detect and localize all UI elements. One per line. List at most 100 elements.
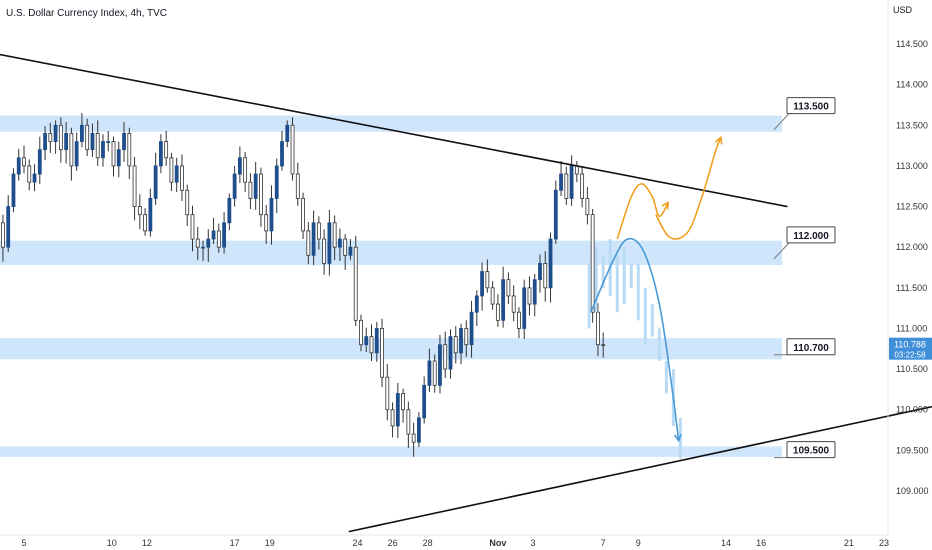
candle <box>137 194 142 230</box>
candle <box>322 229 327 275</box>
candle-body <box>543 263 548 289</box>
x-tick-label: Nov <box>489 538 506 548</box>
candle <box>74 132 79 171</box>
candle <box>253 161 258 210</box>
candle-body <box>522 287 527 329</box>
candle-body <box>43 132 47 151</box>
candle <box>101 134 105 167</box>
callout-box <box>786 441 836 459</box>
candle-body <box>158 141 163 167</box>
candle <box>601 332 606 358</box>
x-tick-label: 10 <box>107 538 117 548</box>
candle-body <box>64 132 69 151</box>
candle <box>453 326 458 364</box>
zone-callout-113.500: 113.500 <box>773 97 836 130</box>
candle <box>132 156 137 221</box>
callout-label: 109.500 <box>793 446 830 457</box>
candle-body <box>495 303 500 321</box>
candle-body <box>506 279 511 297</box>
candle <box>122 122 126 162</box>
candle-body <box>385 376 390 411</box>
candle-body <box>374 328 379 354</box>
projection-bar <box>636 263 640 321</box>
candle-body <box>343 238 348 256</box>
candles-layer <box>1 113 606 457</box>
candle <box>148 188 153 237</box>
candle-body <box>453 336 458 354</box>
candle <box>485 259 490 293</box>
chart-title: U.S. Dollar Currency Index, 4h, TVC <box>6 8 167 19</box>
callout-pointer <box>773 113 790 130</box>
candle <box>532 274 537 317</box>
x-tick-label: 12 <box>142 538 152 548</box>
candle <box>16 148 21 181</box>
candle <box>158 134 163 174</box>
candle-body <box>237 157 242 175</box>
candle <box>374 321 379 362</box>
candle-body <box>190 214 195 240</box>
candle <box>37 136 42 184</box>
candle <box>501 266 506 328</box>
candle <box>338 228 342 261</box>
zone-109.500 <box>0 446 782 457</box>
candle <box>306 221 311 265</box>
x-tick-label: 28 <box>423 538 433 548</box>
candle-body <box>306 230 311 256</box>
candle <box>222 212 226 254</box>
candle-body <box>438 344 442 386</box>
candle <box>127 127 132 179</box>
candle-body <box>95 132 100 159</box>
candle-body <box>411 433 416 443</box>
candle <box>248 173 253 209</box>
candle-body <box>416 417 421 443</box>
candle <box>301 192 305 240</box>
candle <box>480 262 484 311</box>
candle <box>6 195 11 253</box>
candle-body <box>538 263 542 281</box>
x-tick-label: 23 <box>879 538 889 548</box>
candle <box>522 279 527 340</box>
y-tick-label: 109.500 <box>896 445 929 455</box>
candle-body <box>243 157 248 183</box>
candle <box>580 165 585 208</box>
candle <box>590 208 595 323</box>
price-tag-value: 110.788 <box>894 340 926 350</box>
candle <box>348 239 353 261</box>
candle-body <box>216 230 221 248</box>
x-tick-label: 3 <box>530 538 535 548</box>
candle-body <box>485 271 490 289</box>
currency-label: USD <box>893 5 913 15</box>
candle-body <box>58 124 63 151</box>
candle-body <box>490 287 495 305</box>
candle <box>469 300 474 358</box>
price-tag-countdown: 03:22:58 <box>894 351 926 360</box>
candle-body <box>364 336 369 346</box>
candle <box>274 158 279 214</box>
x-tick-label: 21 <box>844 538 854 548</box>
candle-body <box>443 344 448 370</box>
candle <box>385 364 390 421</box>
callout-box <box>786 338 836 356</box>
candle-body <box>37 149 42 175</box>
candle <box>332 215 337 261</box>
candle <box>464 320 469 357</box>
y-tick-label: 111.500 <box>896 283 927 293</box>
candle <box>116 141 121 178</box>
candle <box>311 210 316 266</box>
candle-body <box>32 173 37 183</box>
candle <box>548 232 553 303</box>
candle-body <box>601 344 606 347</box>
candle-body <box>180 165 184 191</box>
candle <box>553 180 558 244</box>
candle-body <box>553 189 558 240</box>
candle-body <box>90 132 95 151</box>
candle <box>243 152 248 192</box>
candle <box>295 162 300 206</box>
y-tick-label: 114.000 <box>896 80 928 90</box>
candle <box>185 184 190 227</box>
candle <box>564 166 569 205</box>
projection-bar <box>629 263 633 288</box>
candle-body <box>517 311 521 329</box>
